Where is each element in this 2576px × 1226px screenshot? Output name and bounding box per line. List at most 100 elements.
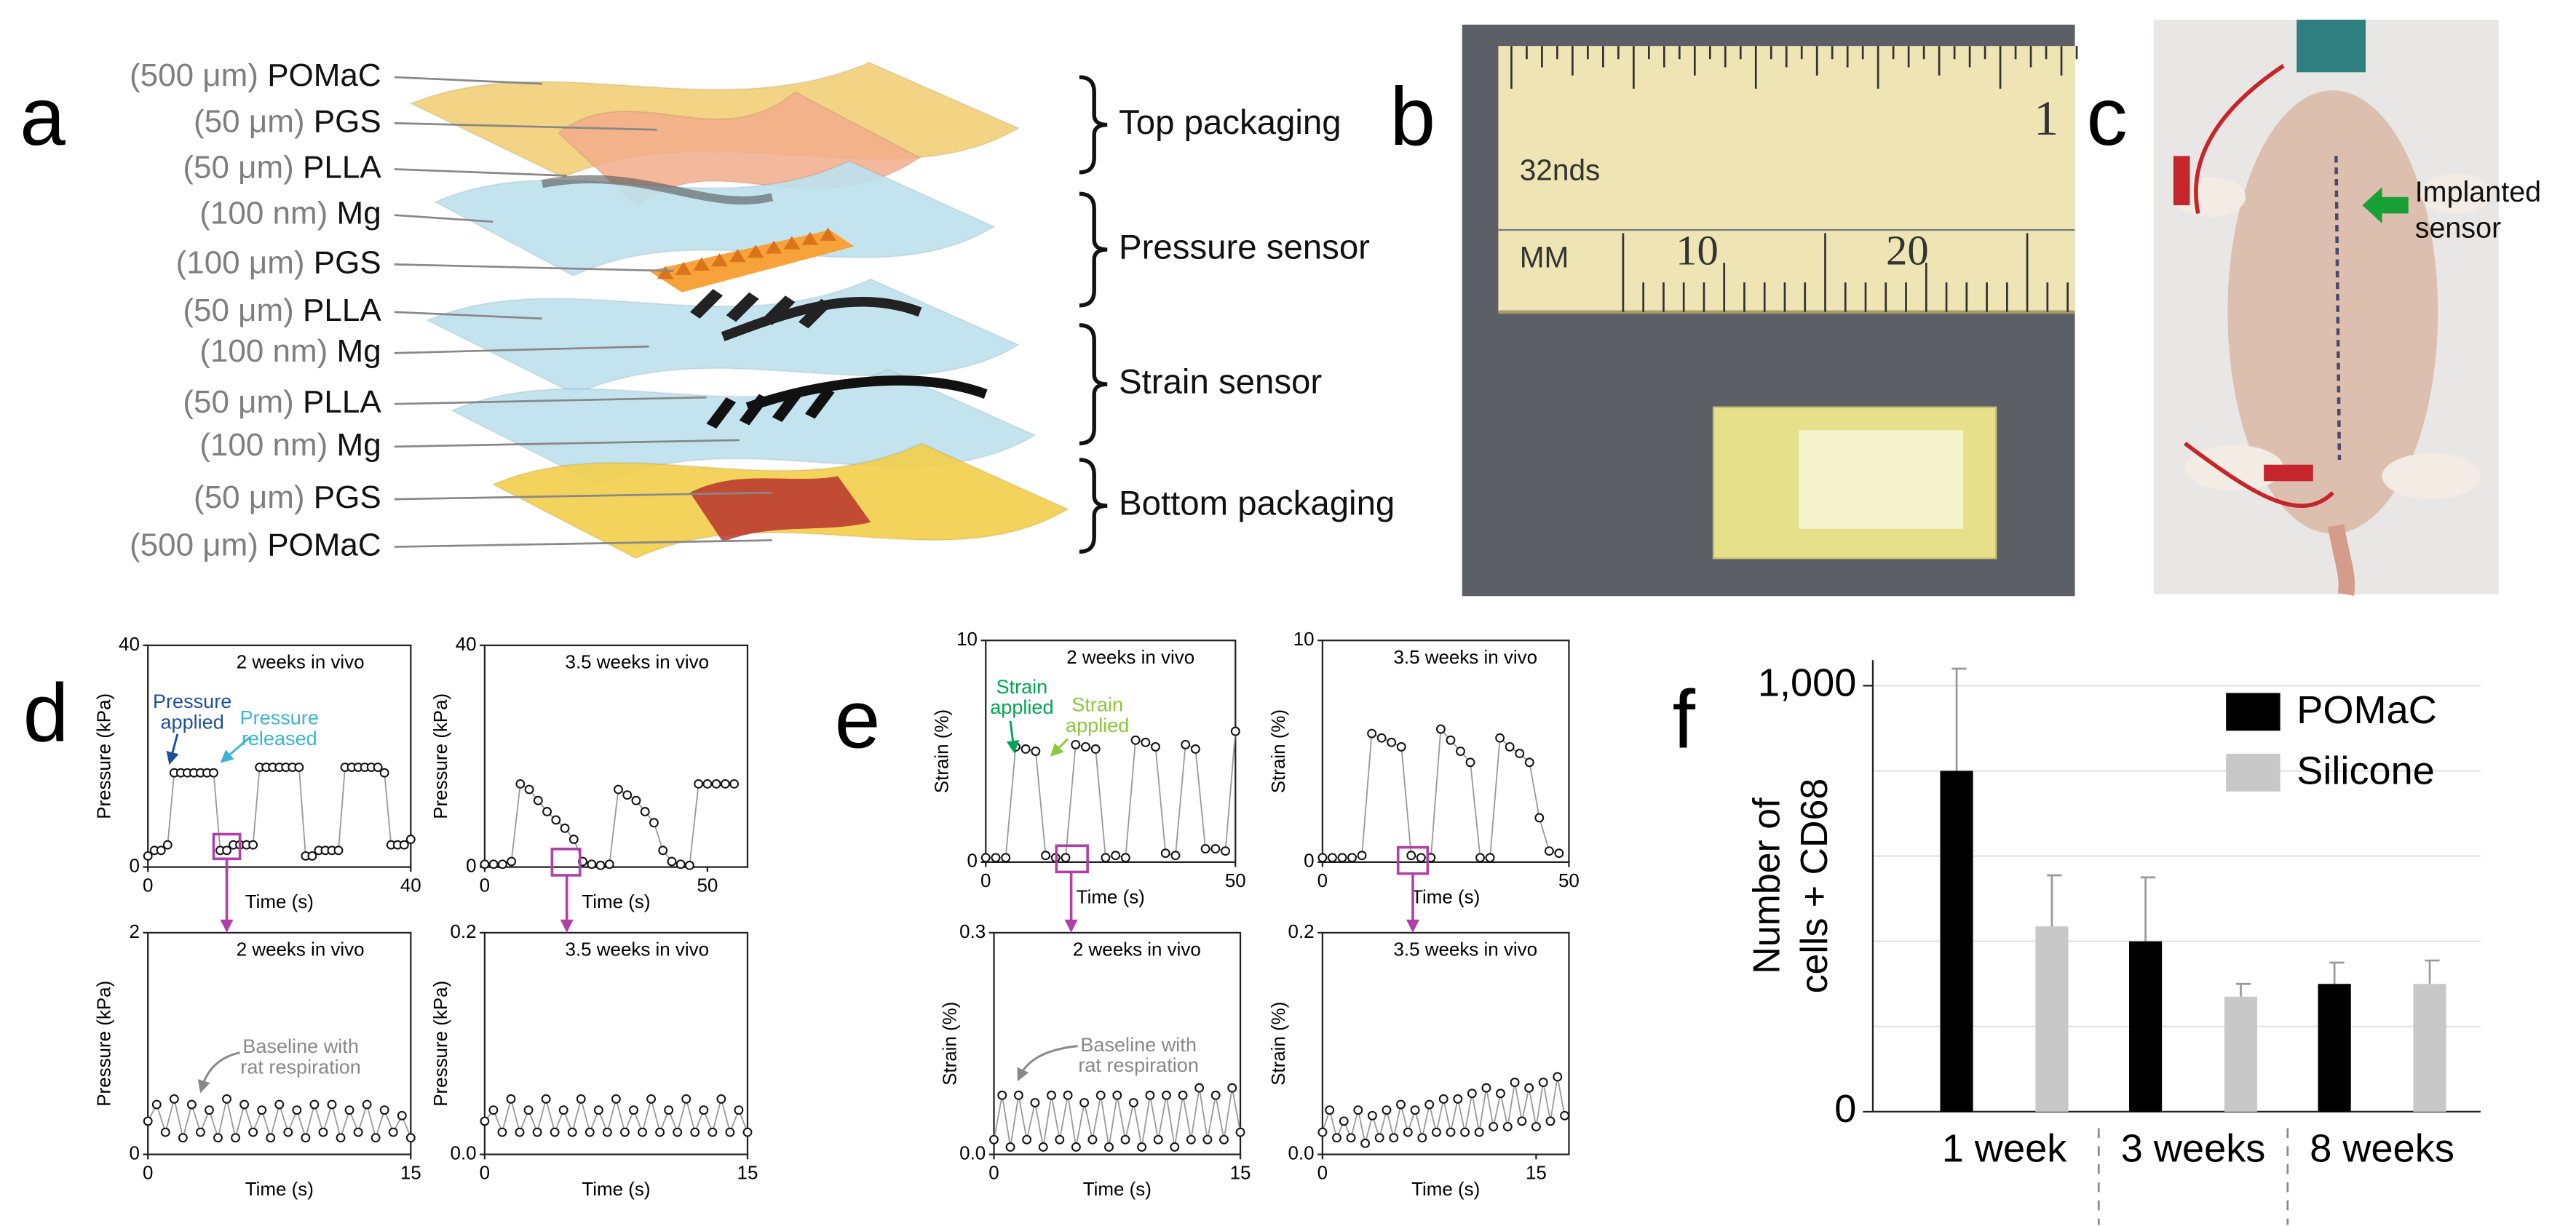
data-point — [631, 795, 641, 805]
data-point — [523, 1105, 534, 1115]
leader-line — [394, 311, 542, 320]
data-point — [551, 815, 561, 825]
x-tick-label: 50 — [1225, 871, 1246, 891]
leader-line — [394, 214, 494, 223]
layer-material: PLLA — [303, 292, 381, 327]
data-point — [1317, 853, 1328, 863]
data-point — [1112, 1090, 1122, 1100]
data-point — [1325, 1105, 1335, 1115]
data-line — [484, 782, 734, 867]
mg-strip — [726, 292, 759, 322]
group-label: Strain sensor — [1119, 363, 1322, 402]
annotation: rat respiration — [240, 1055, 361, 1078]
data-point — [506, 1094, 516, 1104]
ruler — [1498, 46, 2075, 312]
data-point — [1545, 1116, 1555, 1126]
data-point — [1495, 733, 1505, 743]
panel-label: e — [835, 673, 881, 765]
data-point — [257, 1105, 267, 1115]
data-point — [1538, 1078, 1548, 1088]
x-tick-label: 0 — [980, 871, 991, 891]
data-point — [1141, 737, 1151, 747]
data-point — [1367, 1110, 1377, 1120]
data-point — [309, 1099, 320, 1110]
data-point — [629, 1105, 638, 1115]
data-point — [658, 845, 668, 856]
data-point — [1104, 1142, 1114, 1152]
zoom-arrowhead — [560, 919, 574, 933]
data-point — [292, 1105, 302, 1115]
x-tick-label: 0 — [480, 876, 490, 896]
data-point — [162, 840, 173, 850]
y-tick-label: 40 — [456, 634, 477, 655]
ruler-label: 20 — [1886, 226, 1929, 274]
mg-strip — [706, 397, 737, 429]
annotation: Baseline with — [242, 1035, 359, 1057]
data-point — [1475, 853, 1485, 863]
data-point — [1432, 1127, 1441, 1137]
data-point — [222, 845, 231, 856]
plot-title: 3.5 weeks in vivo — [1393, 648, 1537, 668]
data-point — [550, 1127, 560, 1137]
data-point — [620, 1127, 630, 1137]
data-point — [1210, 1090, 1221, 1100]
data-point — [1005, 1142, 1015, 1152]
layer-thickness: (50 μm) — [194, 103, 304, 139]
zoom-arrowhead — [1064, 919, 1078, 933]
data-point — [186, 1099, 197, 1110]
data-point — [178, 1133, 188, 1143]
annotation-arrow — [1006, 720, 1020, 754]
x-tick-label: 50 — [697, 876, 718, 896]
data-point — [655, 1127, 665, 1137]
data-point — [1120, 853, 1130, 863]
layer-material: PGS — [314, 244, 381, 280]
data-point — [1030, 1098, 1040, 1107]
group-label: Bottom packaging — [1119, 485, 1395, 523]
data-point — [1227, 1083, 1237, 1093]
data-point — [720, 779, 730, 789]
data-point — [593, 1105, 603, 1115]
data-point — [711, 779, 721, 789]
data-point — [1219, 1134, 1229, 1145]
x-axis-label: Time (s) — [1411, 1179, 1480, 1200]
data-point — [1410, 1105, 1420, 1115]
data-point — [1554, 848, 1564, 859]
x-tick-label: 0 — [1317, 871, 1328, 891]
data-point — [524, 784, 534, 795]
legend-label: Silicone — [2296, 749, 2435, 792]
x-tick-label: 8 weeks — [2310, 1126, 2454, 1170]
data-point — [699, 1105, 709, 1115]
layer-material: Mg — [337, 333, 381, 369]
ruler-label: 32nds — [1520, 154, 1601, 187]
data-point — [1346, 1133, 1356, 1143]
annotation-arrow — [220, 736, 251, 763]
leader-line — [394, 168, 567, 177]
data-point — [734, 1105, 744, 1115]
data-point — [405, 835, 416, 844]
data-point — [1160, 848, 1170, 859]
data-point — [560, 823, 570, 833]
layer-label: (50 μm) PGS — [194, 479, 381, 515]
data-point — [1190, 744, 1200, 754]
data-point — [602, 1127, 612, 1137]
rat-tail — [2328, 524, 2355, 596]
data-point — [1417, 1133, 1427, 1143]
y-axis-label: Strain (%) — [932, 709, 952, 793]
data-point — [1485, 853, 1495, 863]
data-point — [1376, 733, 1387, 743]
data-point — [169, 1094, 179, 1104]
legend-label: POMaC — [2296, 688, 2437, 732]
data-point — [622, 790, 633, 800]
layer-thickness: (50 μm) — [194, 479, 304, 515]
y-tick-label: 0.3 — [959, 922, 986, 942]
bar — [2129, 941, 2163, 1112]
data-point — [1531, 1122, 1541, 1131]
data-point — [1021, 744, 1031, 754]
data-point — [515, 1127, 525, 1137]
data-point — [673, 1127, 683, 1137]
plot-frame — [483, 644, 749, 868]
y-tick-label: 0 — [466, 856, 476, 877]
data-point — [1095, 1090, 1106, 1100]
data-point — [1460, 1127, 1470, 1137]
ruler-label: MM — [1520, 240, 1569, 274]
